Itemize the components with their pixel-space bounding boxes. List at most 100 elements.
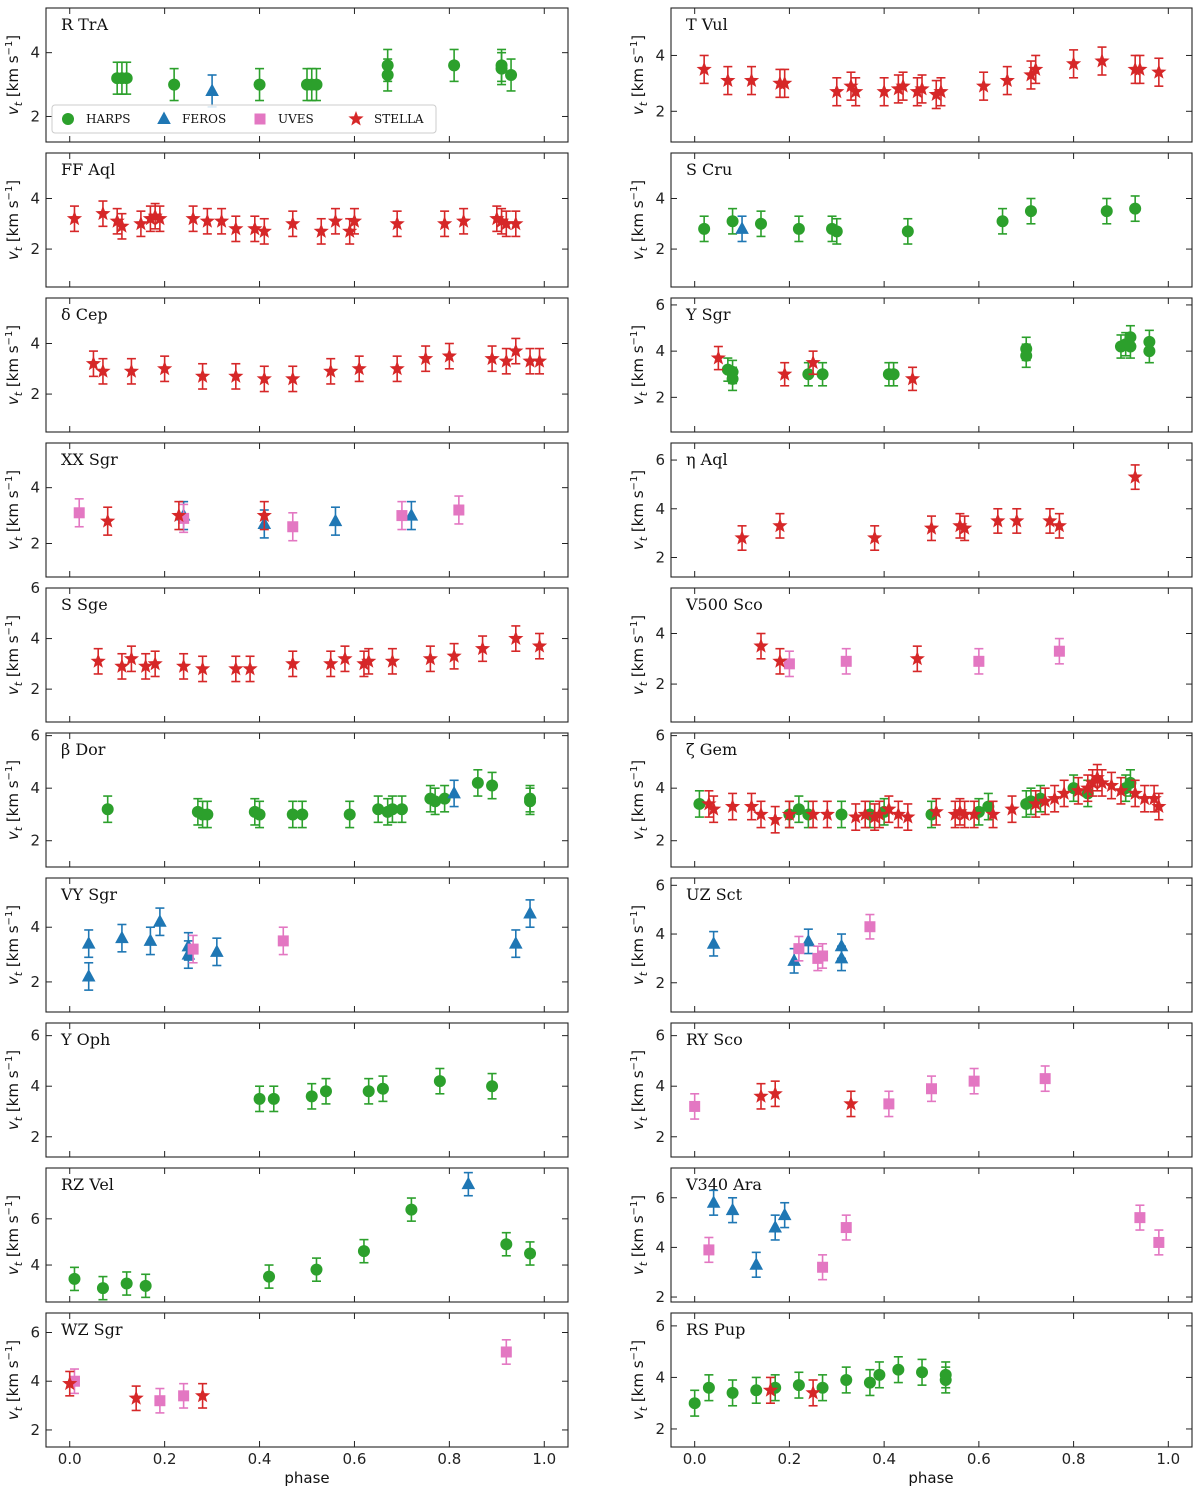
- series-stella: [696, 46, 1167, 110]
- series-uves: [73, 495, 465, 542]
- y-tick-label: 4: [30, 479, 40, 497]
- marker-stella: [777, 75, 793, 90]
- marker-stella: [819, 806, 835, 821]
- legend-marker-harps: [62, 113, 74, 125]
- data-point-uves: [178, 503, 190, 534]
- marker-feros: [143, 933, 158, 946]
- y-tick-label: 2: [655, 102, 665, 120]
- marker-harps: [524, 795, 537, 808]
- data-point-harps: [524, 787, 537, 816]
- data-point-feros: [404, 500, 419, 531]
- y-axis-label: vt [km s−1]: [4, 760, 25, 840]
- marker-harps: [168, 78, 181, 91]
- data-point-stella: [947, 800, 963, 829]
- marker-uves: [178, 512, 190, 524]
- data-point-harps: [892, 1356, 905, 1384]
- data-point-uves: [178, 1382, 190, 1409]
- marker-feros: [81, 968, 96, 982]
- marker-harps: [381, 69, 394, 81]
- y-tick-label: 4: [30, 918, 40, 936]
- data-point-stella: [957, 515, 973, 542]
- marker-harps: [754, 217, 767, 230]
- data-point-harps: [429, 787, 442, 816]
- data-point-stella: [1094, 46, 1110, 76]
- marker-uves: [500, 1346, 512, 1358]
- data-point-stella: [498, 347, 514, 375]
- x-tick-label: 0.6: [343, 1450, 367, 1468]
- data-point-stella: [418, 345, 434, 373]
- marker-harps: [1124, 340, 1137, 353]
- marker-stella: [441, 348, 457, 363]
- y-tick-label: 4: [655, 342, 665, 360]
- panel-title: S Sge: [61, 595, 108, 614]
- data-point-harps: [754, 210, 767, 238]
- y-axis-label: vt [km s−1]: [629, 1340, 650, 1420]
- marker-uves: [968, 1075, 980, 1087]
- data-point-stella: [767, 805, 783, 834]
- marker-stella: [508, 630, 524, 646]
- panel-cep: 2 4 vt [km s−1] δ Cep: [4, 297, 569, 433]
- data-point-stella: [843, 1090, 859, 1118]
- data-point-harps: [433, 1067, 446, 1095]
- marker-harps: [253, 78, 266, 91]
- marker-harps: [750, 1384, 763, 1397]
- data-point-stella: [100, 506, 116, 536]
- data-point-stella: [952, 797, 968, 826]
- data-point-stella: [743, 792, 760, 821]
- y-tick-label: 2: [655, 1288, 665, 1306]
- data-point-stella: [710, 345, 726, 371]
- y-tick-label: 4: [30, 190, 40, 208]
- data-point-stella: [909, 76, 925, 107]
- data-point-stella: [508, 210, 524, 238]
- data-point-harps: [698, 215, 711, 243]
- y-axis-label: vt [km s−1]: [4, 325, 25, 405]
- data-point-stella: [228, 362, 244, 390]
- panel-frame: [670, 877, 1193, 1013]
- data-point-uves: [968, 1067, 980, 1095]
- marker-harps: [253, 1092, 266, 1105]
- marker-harps: [726, 1386, 739, 1399]
- y-axis-label: vt [km s−1]: [629, 1195, 650, 1275]
- marker-harps: [438, 792, 451, 805]
- data-point-stella: [531, 632, 548, 660]
- data-point-stella: [1137, 784, 1153, 813]
- panel-frame: [45, 1312, 569, 1448]
- panel-frame: [45, 152, 569, 288]
- marker-stella: [753, 1088, 769, 1103]
- marker-stella: [100, 513, 116, 528]
- x-tick-label: 0.4: [248, 1450, 272, 1468]
- data-point-harps: [305, 1082, 318, 1110]
- data-point-harps: [1020, 343, 1033, 369]
- data-point-stella: [706, 795, 722, 824]
- y-tick-label: 6: [655, 727, 665, 745]
- marker-stella: [199, 213, 215, 228]
- data-point-stella: [1151, 57, 1167, 87]
- data-point-feros: [509, 929, 523, 959]
- marker-feros: [706, 936, 721, 949]
- legend: HARPS FEROS UVES STELLA: [51, 104, 437, 134]
- marker-harps: [524, 1247, 537, 1260]
- data-point-harps: [901, 217, 914, 245]
- y-tick-label: 2: [30, 107, 40, 125]
- marker-stella: [247, 220, 263, 236]
- data-point-stella: [95, 200, 111, 228]
- data-point-stella: [805, 350, 821, 376]
- marker-feros: [461, 1176, 476, 1190]
- marker-stella: [848, 83, 864, 99]
- data-point-stella: [848, 803, 864, 832]
- data-point-stella: [213, 207, 230, 235]
- data-point-stella: [753, 1082, 769, 1110]
- y-tick-label: 4: [655, 1238, 665, 1256]
- data-point-stella: [975, 71, 992, 101]
- panel-title: RY Sco: [686, 1030, 743, 1049]
- marker-stella: [743, 72, 760, 88]
- y-axis-label: vt [km s−1]: [629, 615, 650, 695]
- data-point-feros: [328, 506, 343, 536]
- data-point-stella: [346, 207, 363, 235]
- marker-stella: [142, 210, 159, 226]
- y-tick-label: 4: [30, 44, 40, 62]
- panel-frame: [670, 442, 1193, 578]
- series-uves: [703, 1204, 1165, 1281]
- data-point-stella: [361, 647, 377, 675]
- series-stella: [85, 337, 548, 393]
